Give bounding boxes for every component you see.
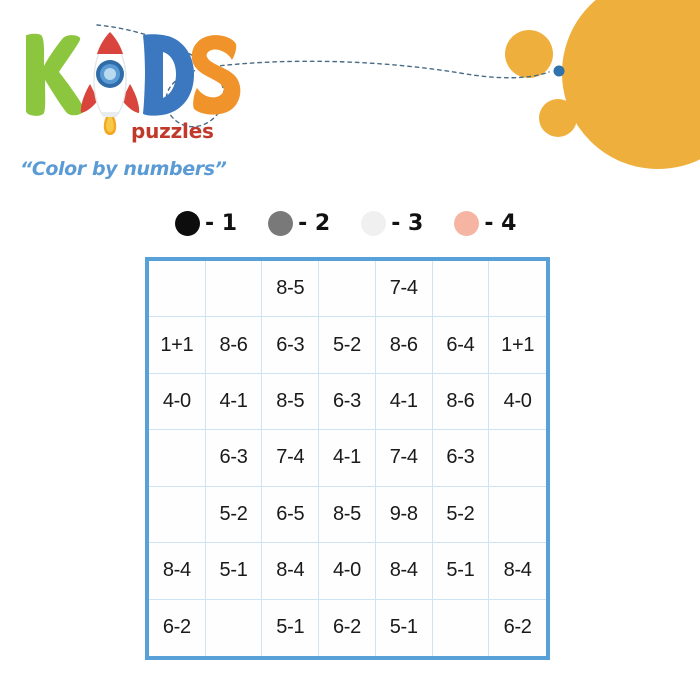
legend-item-2: - 2 bbox=[268, 211, 330, 236]
grid-cell-r4-c7[interactable] bbox=[489, 430, 546, 487]
grid-cell-r1-c7[interactable] bbox=[489, 261, 546, 318]
logo-puzzles-word: puzzles bbox=[131, 119, 214, 143]
blue-trail-dot bbox=[553, 65, 565, 77]
grid-cell-r5-c2[interactable]: 5-2 bbox=[205, 486, 263, 544]
grid-cell-r4-c4[interactable]: 4-1 bbox=[319, 430, 376, 487]
small-orange-circle bbox=[539, 99, 577, 137]
grid-cell-r4-c2[interactable]: 6-3 bbox=[205, 430, 263, 487]
color-legend: - 1 - 2 - 3 - 4 bbox=[175, 211, 516, 236]
grid-cell-r5-c6[interactable]: 5-2 bbox=[432, 486, 490, 544]
grid-cell-r2-c5[interactable]: 8-6 bbox=[375, 317, 433, 374]
legend-swatch-white bbox=[361, 211, 387, 236]
legend-swatch-black bbox=[175, 211, 200, 236]
legend-label-1: - 1 bbox=[205, 210, 238, 236]
grid-cell-r1-c5[interactable]: 7-4 bbox=[375, 261, 433, 318]
legend-item-1: - 1 bbox=[175, 211, 237, 236]
grid-cell-r2-c3[interactable]: 6-3 bbox=[262, 317, 320, 374]
grid-cell-r5-c7[interactable] bbox=[489, 486, 546, 544]
grid-cell-r4-c6[interactable]: 6-3 bbox=[432, 430, 490, 487]
grid-cell-r7-c2[interactable] bbox=[205, 599, 263, 656]
grid-cell-r5-c1[interactable] bbox=[149, 486, 206, 544]
grid-cell-r2-c2[interactable]: 8-6 bbox=[205, 317, 263, 374]
grid-cell-r7-c4[interactable]: 6-2 bbox=[319, 599, 376, 656]
grid-cell-r7-c6[interactable] bbox=[432, 599, 490, 656]
grid-cell-r6-c2[interactable]: 5-1 bbox=[205, 543, 263, 600]
grid-cell-r2-c4[interactable]: 5-2 bbox=[319, 317, 376, 374]
legend-label-4: - 4 bbox=[484, 210, 517, 236]
grid-cell-r1-c6[interactable] bbox=[432, 261, 490, 318]
brand-logo: puzzles bbox=[14, 22, 244, 143]
grid-cell-r3-c2[interactable]: 4-1 bbox=[205, 373, 263, 431]
logo-letter-d bbox=[142, 34, 194, 116]
grid-cell-r7-c3[interactable]: 5-1 bbox=[262, 599, 320, 656]
grid-cell-r7-c1[interactable]: 6-2 bbox=[149, 599, 206, 656]
page-subtitle: “Color by numbers” bbox=[20, 158, 227, 180]
grid-cell-r3-c3[interactable]: 8-5 bbox=[262, 373, 320, 431]
grid-cell-r1-c4[interactable] bbox=[319, 261, 376, 318]
rocket-icon bbox=[80, 32, 140, 135]
legend-label-3: - 3 bbox=[391, 210, 424, 236]
grid-cell-r6-c6[interactable]: 5-1 bbox=[432, 543, 490, 600]
legend-item-3: - 3 bbox=[361, 211, 423, 236]
grid-cell-r4-c1[interactable] bbox=[149, 430, 206, 487]
grid-cell-r4-c5[interactable]: 7-4 bbox=[375, 430, 433, 487]
grid-cell-r6-c7[interactable]: 8-4 bbox=[489, 543, 546, 600]
grid-cell-r1-c2[interactable] bbox=[205, 261, 263, 318]
grid-cell-r5-c4[interactable]: 8-5 bbox=[319, 486, 376, 544]
grid-cell-r1-c3[interactable]: 8-5 bbox=[262, 261, 320, 318]
legend-swatch-gray bbox=[268, 211, 294, 236]
grid-cell-r2-c6[interactable]: 6-4 bbox=[432, 317, 490, 374]
grid-cell-r3-c5[interactable]: 4-1 bbox=[375, 373, 433, 431]
grid-cell-r3-c6[interactable]: 8-6 bbox=[432, 373, 490, 431]
legend-item-4: - 4 bbox=[454, 211, 516, 236]
legend-label-2: - 2 bbox=[298, 210, 331, 236]
logo-letter-s bbox=[191, 35, 241, 115]
grid-cell-r2-c7[interactable]: 1+1 bbox=[489, 317, 546, 374]
grid-cell-r6-c5[interactable]: 8-4 bbox=[375, 543, 433, 600]
grid-cell-r4-c3[interactable]: 7-4 bbox=[262, 430, 320, 487]
legend-swatch-salmon bbox=[454, 211, 480, 236]
color-by-numbers-grid: 8-5 7-4 1+1 8-6 6-3 5-2 8-6 6-4 1+1 4-0 4-1 8-5 6-3 4… bbox=[145, 257, 550, 660]
grid-cell-r7-c5[interactable]: 5-1 bbox=[375, 599, 433, 656]
grid-cell-r6-c3[interactable]: 8-4 bbox=[262, 543, 320, 600]
grid-cell-r3-c4[interactable]: 6-3 bbox=[319, 373, 376, 431]
grid-cell-r3-c1[interactable]: 4-0 bbox=[149, 373, 206, 431]
large-orange-circle bbox=[562, 0, 700, 169]
grid-cell-r5-c5[interactable]: 9-8 bbox=[375, 486, 433, 544]
medium-orange-circle bbox=[505, 30, 553, 78]
grid-cell-r6-c1[interactable]: 8-4 bbox=[149, 543, 206, 600]
grid-cell-r3-c7[interactable]: 4-0 bbox=[489, 373, 546, 431]
grid-cell-r2-c1[interactable]: 1+1 bbox=[149, 317, 206, 374]
logo-letter-k bbox=[25, 33, 85, 116]
grid-cell-r5-c3[interactable]: 6-5 bbox=[262, 486, 320, 544]
grid-cell-r1-c1[interactable] bbox=[149, 261, 206, 318]
grid-cell-r6-c4[interactable]: 4-0 bbox=[319, 543, 376, 600]
grid-cell-r7-c7[interactable]: 6-2 bbox=[489, 599, 546, 656]
